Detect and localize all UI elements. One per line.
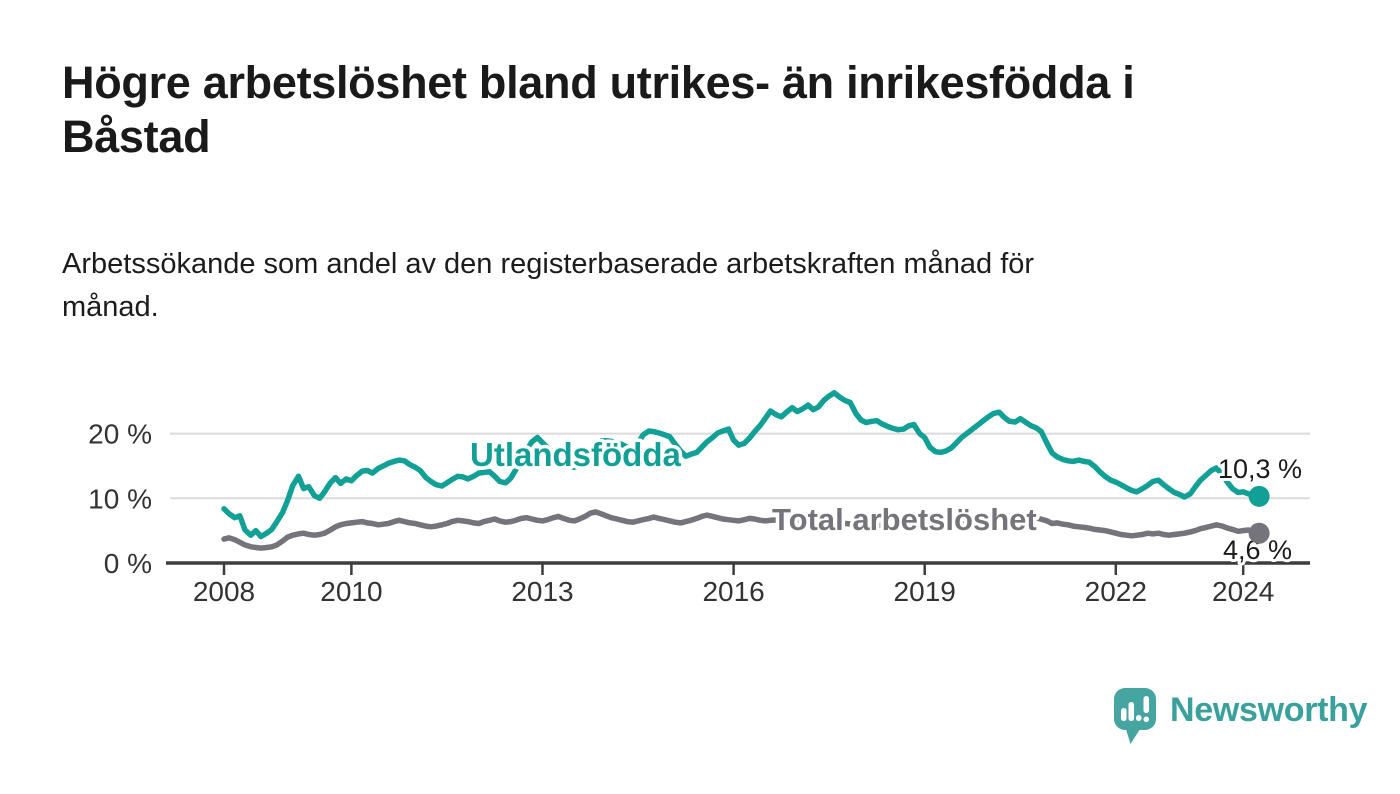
x-tick-label: 2024 — [1212, 576, 1274, 607]
chart-title-line-1: Högre arbetslöshet bland utrikes- än inr… — [62, 57, 1135, 108]
series-label-utlandsfodda: Utlandsfödda — [470, 436, 681, 473]
series-line-total — [221, 509, 1262, 551]
end-dot-utlandsfodda — [1248, 485, 1270, 507]
y-tick-label: 10 % — [88, 483, 152, 514]
x-tick-label: 2010 — [320, 576, 382, 607]
x-tick-label: 2013 — [511, 576, 573, 607]
series-label-total: Total arbetslöshet — [772, 502, 1037, 537]
chart-subtitle: Arbetssökande som andel av den registerb… — [62, 243, 1312, 329]
x-tick-label: 2008 — [193, 576, 255, 607]
newsworthy-logo: Newsworthy — [1113, 687, 1368, 747]
x-tick-label: 2019 — [894, 576, 956, 607]
x-tick-label: 2022 — [1085, 576, 1147, 607]
line-chart: 2008 2010 2013 2016 2019 2022 2024 0 % 10 % 20 % U… — [88, 390, 1310, 607]
series-line-utlandsfodda — [221, 390, 1262, 540]
chart-subtitle-line-2: månad. — [62, 290, 159, 323]
end-value-label-utlandsfodda: 10,3 % — [1218, 454, 1302, 484]
chart-title-line-2: Båstad — [62, 111, 211, 162]
x-tick-label: 2016 — [702, 576, 764, 607]
newsworthy-logo-text: Newsworthy — [1170, 691, 1368, 729]
chart-title: Högre arbetslöshet bland utrikes- än inr… — [62, 56, 1362, 164]
y-tick-label: 0 % — [104, 548, 152, 579]
newsworthy-logo-icon — [1114, 688, 1156, 744]
y-tick-label: 20 % — [88, 419, 152, 450]
end-dot-total — [1248, 522, 1270, 544]
chart-subtitle-line-1: Arbetssökande som andel av den registerb… — [62, 248, 1035, 280]
